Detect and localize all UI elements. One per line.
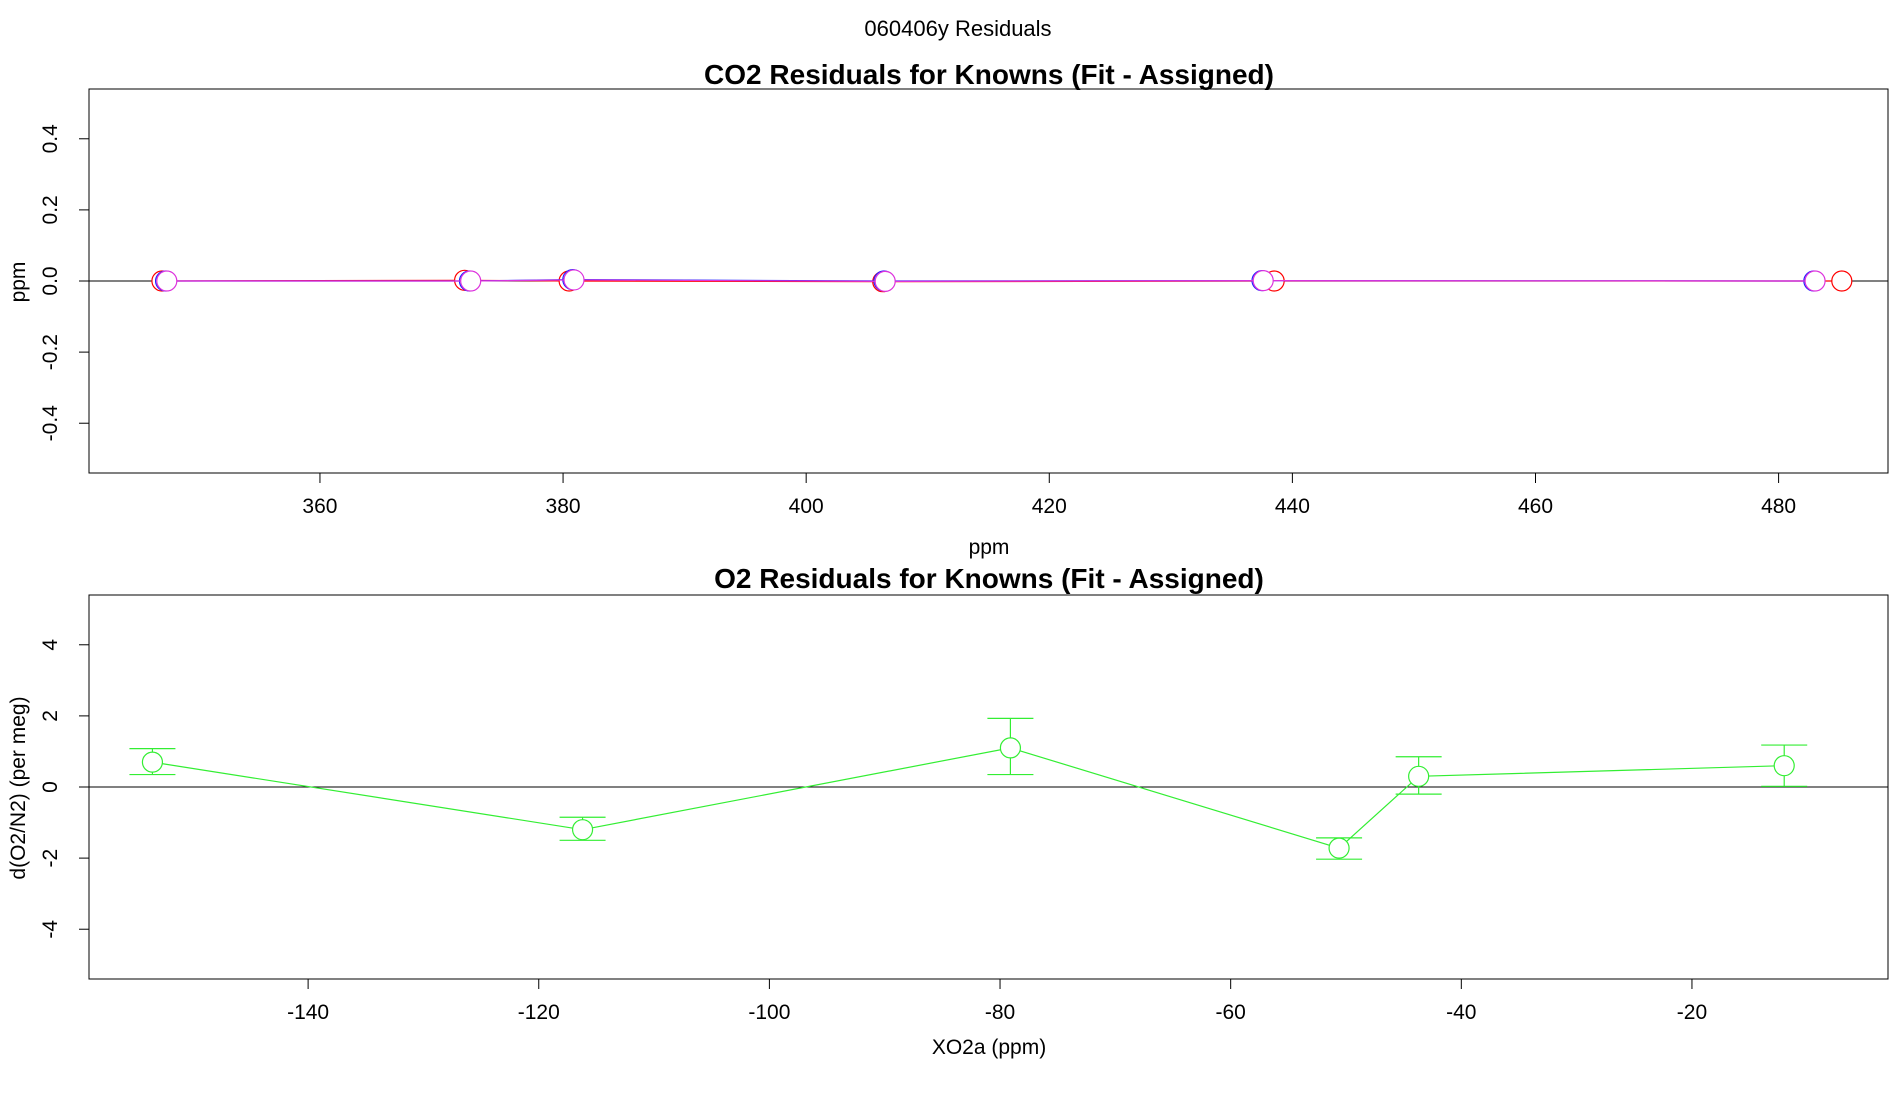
co2-data-point [1804,270,1826,292]
o2-x-tick-label: -40 [1446,1001,1476,1024]
co2-x-tick-label: 400 [789,495,824,518]
o2-series-line [152,747,1785,849]
o2-data-point [1773,755,1795,777]
co2-residuals-chart: CO2 Residuals for Knowns (Fit - Assigned… [7,59,1889,559]
co2-data-point [563,269,585,291]
co2-x-tick-label: 420 [1032,495,1067,518]
o2-y-tick-label: 0 [39,781,62,793]
co2-x-tick-label: 460 [1518,495,1553,518]
co2-data-point [460,270,482,292]
co2-x-tick-label: 480 [1761,495,1796,518]
o2-x-tick-label: -80 [985,1001,1015,1024]
o2-data-point [571,819,594,841]
o2-data-point [141,751,164,773]
co2-y-tick-label: 0.2 [39,195,62,224]
o2-x-tick-label: -20 [1677,1001,1707,1024]
co2-y-tick-label: 0.0 [39,266,62,295]
o2-y-tick-label: 4 [39,639,62,651]
o2-x-tick-label: -140 [287,1001,329,1024]
o2-x-tick-label: -100 [748,1001,790,1024]
co2-data-point [874,270,896,292]
co2-y-axis-label: ppm [7,262,30,303]
o2-residuals-chart: O2 Residuals for Knowns (Fit - Assigned)… [7,563,1889,1059]
co2-data-point [1252,270,1274,292]
co2-data-point [156,270,178,292]
o2-data-point [1408,765,1430,787]
co2-y-tick-label: -0.4 [39,405,62,442]
o2-y-tick-label: -2 [39,849,62,868]
o2-chart-title: O2 Residuals for Knowns (Fit - Assigned) [714,563,1264,594]
page-title: 060406y Residuals [864,16,1051,41]
o2-data-point [999,737,1022,759]
co2-x-axis-label: ppm [969,536,1010,559]
co2-chart-title: CO2 Residuals for Knowns (Fit - Assigned… [704,59,1274,90]
o2-y-axis-label: d(O2/N2) (per meg) [7,696,30,879]
o2-x-tick-label: -120 [518,1001,560,1024]
co2-y-tick-label: -0.2 [39,334,62,370]
o2-x-axis-label: XO2a (ppm) [932,1036,1046,1059]
o2-x-tick-label: -60 [1215,1001,1245,1024]
o2-data-point [1328,837,1350,859]
o2-y-tick-label: 2 [39,710,62,722]
co2-x-tick-label: 440 [1275,495,1310,518]
co2-series-line [166,279,1816,282]
co2-x-tick-label: 360 [302,495,337,518]
o2-y-tick-label: -4 [39,920,62,939]
co2-x-tick-label: 380 [546,495,581,518]
co2-y-tick-label: 0.4 [39,124,62,154]
co2-data-point [1831,270,1853,292]
